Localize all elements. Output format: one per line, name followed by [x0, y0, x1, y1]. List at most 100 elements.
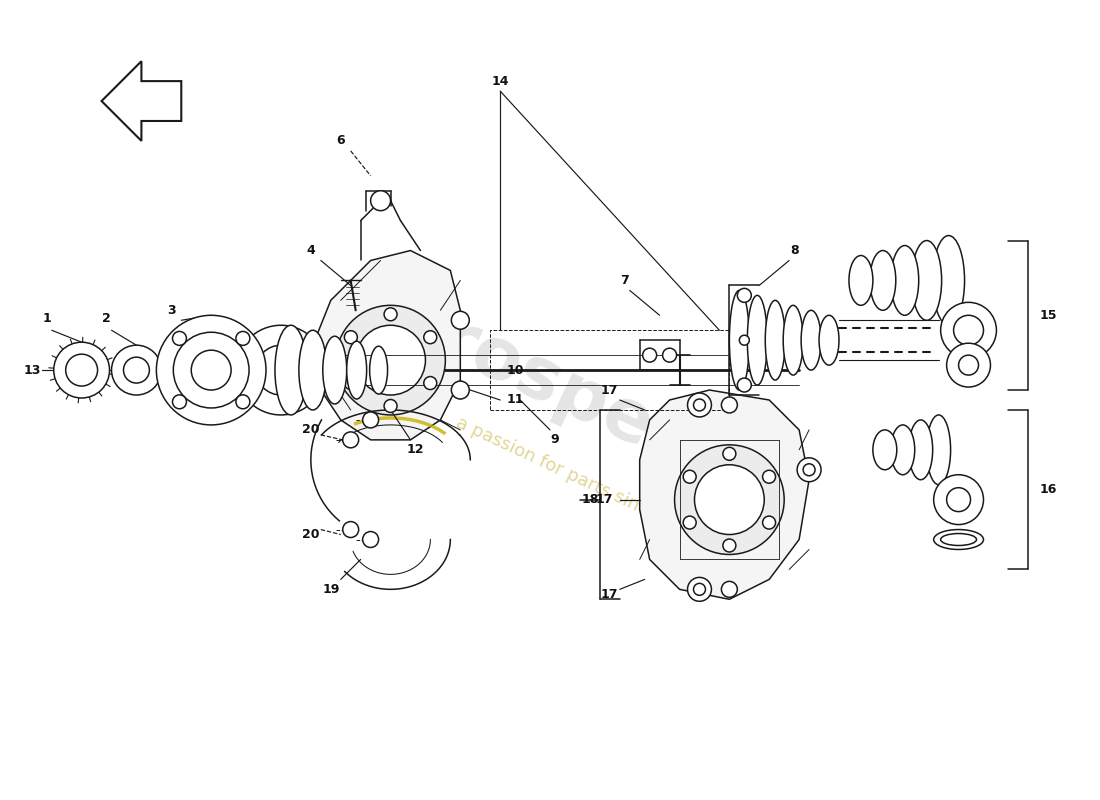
Text: 6: 6: [337, 134, 345, 147]
Circle shape: [642, 348, 657, 362]
Text: 20: 20: [302, 528, 320, 541]
Ellipse shape: [299, 330, 327, 410]
Circle shape: [111, 345, 162, 395]
Ellipse shape: [933, 235, 965, 326]
Circle shape: [344, 330, 358, 344]
Circle shape: [762, 516, 776, 529]
Ellipse shape: [891, 246, 918, 315]
Ellipse shape: [370, 346, 387, 394]
Text: 17: 17: [596, 493, 614, 506]
Ellipse shape: [275, 326, 307, 415]
Text: 14: 14: [492, 74, 509, 88]
Circle shape: [762, 470, 776, 483]
Text: 2: 2: [102, 312, 111, 325]
Text: 4: 4: [307, 244, 316, 257]
Ellipse shape: [909, 420, 933, 480]
Circle shape: [123, 357, 150, 383]
Circle shape: [934, 474, 983, 525]
Circle shape: [174, 332, 249, 408]
Text: 20: 20: [302, 423, 320, 436]
Text: a passion for parts since 1985: a passion for parts since 1985: [452, 414, 707, 546]
Circle shape: [256, 345, 306, 395]
Circle shape: [173, 395, 186, 409]
Circle shape: [343, 522, 359, 538]
Ellipse shape: [747, 295, 767, 385]
Circle shape: [235, 395, 250, 409]
Ellipse shape: [783, 306, 803, 375]
Circle shape: [355, 326, 426, 395]
Text: 19: 19: [322, 583, 340, 596]
Circle shape: [940, 302, 997, 358]
Circle shape: [693, 583, 705, 595]
Text: 16: 16: [1040, 483, 1057, 496]
Text: 17: 17: [601, 588, 618, 601]
Ellipse shape: [934, 530, 983, 550]
Circle shape: [694, 465, 764, 534]
Polygon shape: [640, 390, 810, 599]
Circle shape: [662, 348, 676, 362]
Circle shape: [947, 343, 990, 387]
Circle shape: [737, 378, 751, 392]
Text: 7: 7: [620, 274, 629, 287]
Ellipse shape: [801, 310, 821, 370]
Circle shape: [688, 578, 712, 602]
Circle shape: [693, 399, 705, 411]
Text: 15: 15: [1040, 309, 1057, 322]
Text: 8: 8: [790, 244, 799, 257]
Text: 13: 13: [23, 364, 41, 377]
Circle shape: [798, 458, 821, 482]
Circle shape: [683, 516, 696, 529]
Circle shape: [235, 331, 250, 346]
Circle shape: [723, 539, 736, 552]
Polygon shape: [311, 250, 460, 440]
Circle shape: [424, 377, 437, 390]
Circle shape: [363, 412, 378, 428]
Circle shape: [722, 582, 737, 598]
Circle shape: [191, 350, 231, 390]
Circle shape: [739, 335, 749, 345]
Text: 3: 3: [167, 304, 176, 317]
Circle shape: [384, 399, 397, 413]
Circle shape: [236, 326, 326, 415]
Circle shape: [336, 306, 446, 415]
Circle shape: [451, 381, 470, 399]
Circle shape: [954, 315, 983, 345]
Text: 1: 1: [43, 312, 51, 325]
Circle shape: [156, 315, 266, 425]
Circle shape: [947, 488, 970, 512]
Circle shape: [54, 342, 110, 398]
Circle shape: [674, 445, 784, 554]
Text: 9: 9: [551, 434, 559, 446]
Text: 12: 12: [407, 443, 425, 456]
Circle shape: [343, 432, 359, 448]
Circle shape: [958, 355, 979, 375]
Polygon shape: [101, 61, 182, 141]
Circle shape: [723, 447, 736, 460]
Ellipse shape: [322, 336, 346, 404]
Circle shape: [66, 354, 98, 386]
Ellipse shape: [849, 255, 873, 306]
Ellipse shape: [940, 534, 977, 546]
Ellipse shape: [870, 250, 895, 310]
Circle shape: [344, 377, 358, 390]
Ellipse shape: [926, 415, 950, 485]
Circle shape: [737, 288, 751, 302]
Ellipse shape: [912, 241, 942, 320]
Text: 17: 17: [601, 383, 618, 397]
Ellipse shape: [346, 342, 366, 399]
Circle shape: [803, 464, 815, 476]
Circle shape: [688, 393, 712, 417]
Text: 11: 11: [506, 394, 524, 406]
Ellipse shape: [820, 315, 839, 365]
Circle shape: [384, 308, 397, 321]
Circle shape: [363, 531, 378, 547]
Circle shape: [683, 470, 696, 483]
Circle shape: [173, 331, 186, 346]
Ellipse shape: [891, 425, 915, 474]
Text: eurospecs: eurospecs: [338, 261, 742, 499]
Text: 10: 10: [506, 364, 524, 377]
Circle shape: [424, 330, 437, 344]
Circle shape: [722, 397, 737, 413]
Ellipse shape: [873, 430, 896, 470]
Circle shape: [451, 311, 470, 330]
